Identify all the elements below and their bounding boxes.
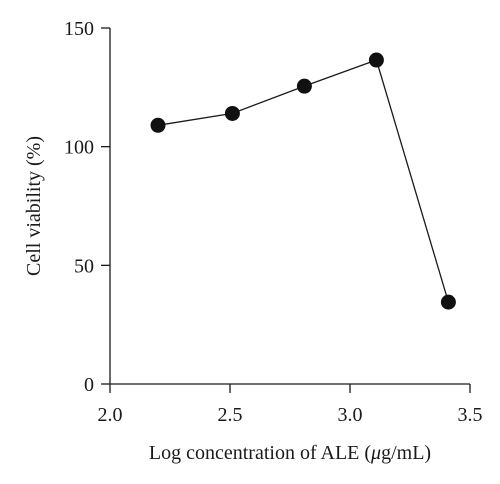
ticks: 0 50 100 150 2.0 2.5 3.0 3.5 <box>64 18 483 426</box>
data-point <box>224 105 240 121</box>
data-point <box>296 78 312 94</box>
data-point <box>150 117 166 133</box>
y-tick-label: 0 <box>84 374 94 396</box>
series-line <box>157 59 450 303</box>
series <box>150 52 456 310</box>
x-tick-label: 3.5 <box>458 404 483 426</box>
x-tick-label: 2.0 <box>98 404 123 426</box>
x-axis-label: Log concentration of ALE (μg/mL) <box>149 442 431 464</box>
y-axis-label: Cell viability (%) <box>23 136 45 276</box>
y-tick-label: 50 <box>74 255 94 277</box>
x-tick-label: 2.5 <box>218 404 243 426</box>
y-tick-label: 100 <box>64 137 94 159</box>
data-point <box>440 294 456 310</box>
data-point <box>368 52 384 68</box>
y-tick-label: 150 <box>64 18 94 40</box>
x-tick-label: 3.0 <box>338 404 363 426</box>
axes <box>109 28 470 385</box>
